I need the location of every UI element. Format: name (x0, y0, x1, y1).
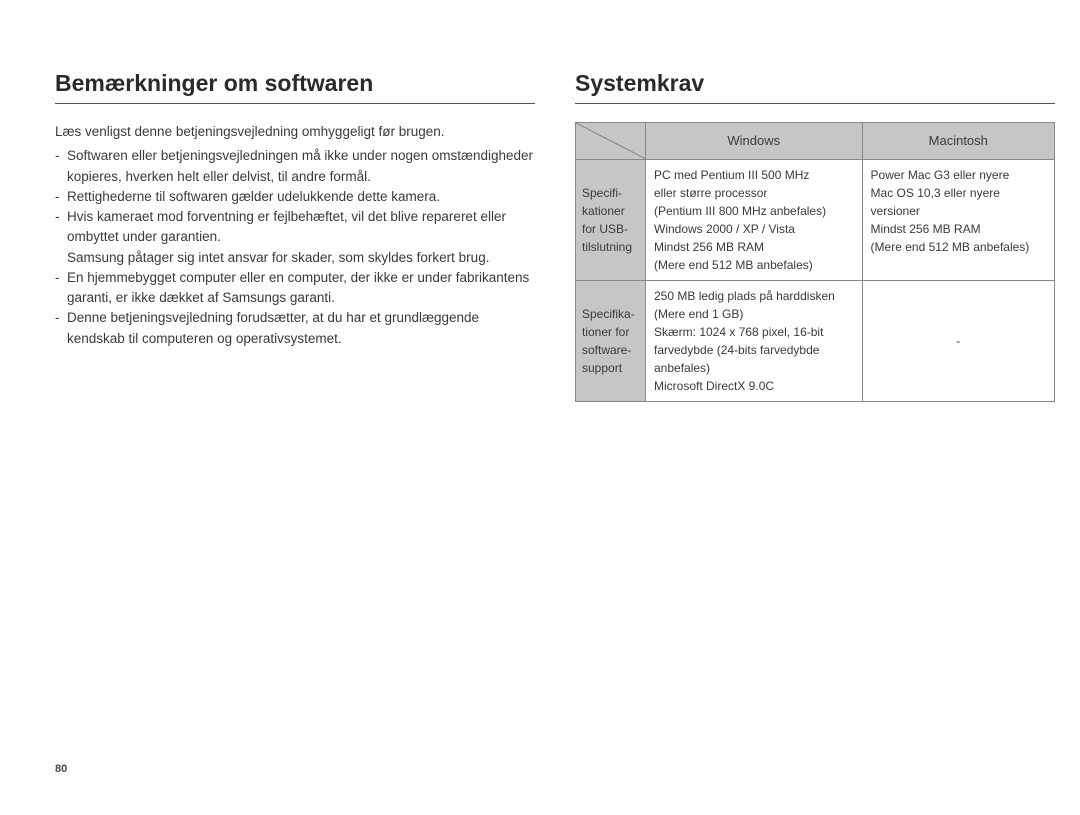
bullet-item: En hjemmebygget computer eller en comput… (55, 268, 535, 309)
bullet-list: En hjemmebygget computer eller en comput… (55, 268, 535, 349)
intro-text: Læs venligst denne betjeningsvejledning … (55, 122, 535, 142)
system-requirements-table: Windows Macintosh Specifi- kationer for … (575, 122, 1055, 402)
left-column: Bemærkninger om softwaren Læs venligst d… (55, 70, 535, 402)
table-cell-software-mac: - (862, 280, 1054, 401)
table-cell-usb-mac: Power Mac G3 eller nyere Mac OS 10,3 ell… (862, 159, 1054, 280)
bullet-item: Denne betjeningsvejledning forudsætter, … (55, 308, 535, 349)
bullet-list: Softwaren eller betjeningsvejledningen m… (55, 146, 535, 247)
table-header-macintosh: Macintosh (862, 123, 1054, 160)
right-heading: Systemkrav (575, 70, 1055, 104)
bullet-item: Softwaren eller betjeningsvejledningen m… (55, 146, 535, 187)
table-row-header-software: Specifika- tioner for software- support (576, 280, 646, 401)
right-column: Systemkrav Windows Macintosh Specifi- ka… (575, 70, 1055, 402)
table-row-header-usb: Specifi- kationer for USB- tilslutning (576, 159, 646, 280)
table-corner-cell (576, 123, 646, 160)
table-cell-software-windows: 250 MB ledig plads på harddisken (Mere e… (646, 280, 863, 401)
bullet-item: Rettighederne til softwaren gælder udelu… (55, 187, 535, 207)
table-header-windows: Windows (646, 123, 863, 160)
table-cell-usb-windows: PC med Pentium III 500 MHz eller større … (646, 159, 863, 280)
left-heading: Bemærkninger om softwaren (55, 70, 535, 104)
bullet-note: Samsung påtager sig intet ansvar for ska… (55, 248, 535, 268)
bullet-item: Hvis kameraet mod forventning er fejlbeh… (55, 207, 535, 248)
page-number: 80 (55, 763, 67, 775)
